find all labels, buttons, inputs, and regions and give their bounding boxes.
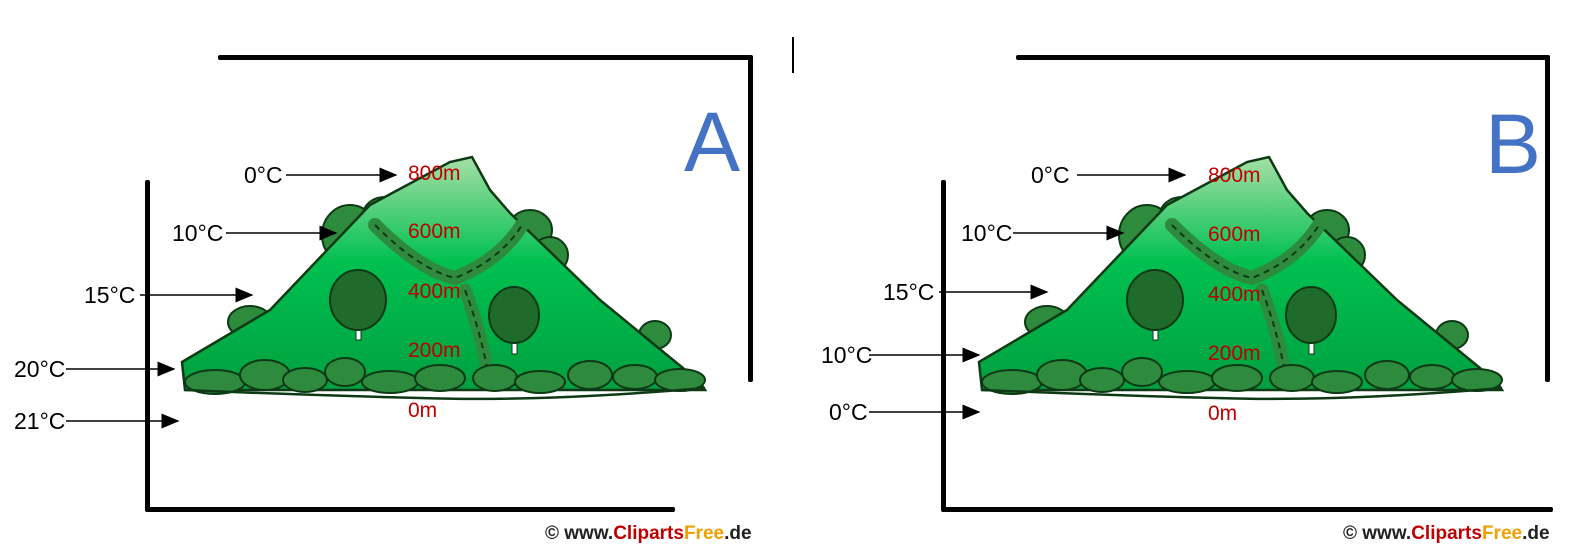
altitude-label: 200m [408, 339, 461, 362]
frame-left [145, 180, 150, 510]
temperature-label: 10°C [821, 342, 873, 368]
panel-divider [792, 37, 794, 73]
copyright-credit: © www.ClipartsFree.de [1343, 523, 1550, 544]
temperature-label: 0°C [1031, 162, 1070, 188]
frame-right [1545, 55, 1550, 382]
arrow-right-icon [66, 167, 398, 429]
altitude-label: 600m [1208, 223, 1261, 246]
temperature-label: 15°C [84, 282, 136, 308]
mountain-illustration [977, 155, 1505, 401]
temperature-label: 20°C [14, 356, 66, 382]
panel-letter: B [1485, 97, 1542, 191]
altitude-label: 0m [408, 399, 438, 422]
panel-b: B 0°C 10°C 15°C 10°C 0°C 800m 600m 400m … [797, 0, 1580, 557]
panel-a: A 0°C 10°C 15°C 20°C 21°C 800m 600m 400m… [14, 55, 753, 544]
temperature-label: 10°C [172, 220, 224, 246]
tree-icon [1285, 286, 1337, 355]
copyright-credit: © www.ClipartsFree.de [545, 523, 752, 544]
frame-left [941, 180, 946, 510]
altitude-label: 800m [408, 162, 461, 185]
temperature-label: 0°C [829, 399, 868, 425]
frame-right [748, 55, 753, 382]
temperature-label: 10°C [961, 220, 1013, 246]
altitude-label: 200m [1208, 342, 1261, 365]
frame-bottom [145, 507, 675, 512]
frame-top [218, 55, 752, 60]
tree-icon [488, 286, 540, 355]
temperature-label: 0°C [244, 162, 283, 188]
mountain-illustration [180, 155, 708, 401]
temperature-label: 15°C [883, 279, 935, 305]
panel-letter: A [684, 95, 741, 189]
altitude-label: 400m [408, 280, 461, 303]
altitude-label: 0m [1208, 402, 1238, 425]
temperature-label: 21°C [14, 408, 66, 434]
tree-icon [1126, 269, 1184, 341]
altitude-label: 600m [408, 220, 461, 243]
frame-bottom [941, 507, 1553, 512]
altitude-label: 400m [1208, 283, 1261, 306]
tree-icon [329, 269, 387, 341]
frame-top [1016, 55, 1550, 60]
arrow-right-icon [869, 167, 1187, 420]
altitude-label: 800m [1208, 164, 1261, 187]
